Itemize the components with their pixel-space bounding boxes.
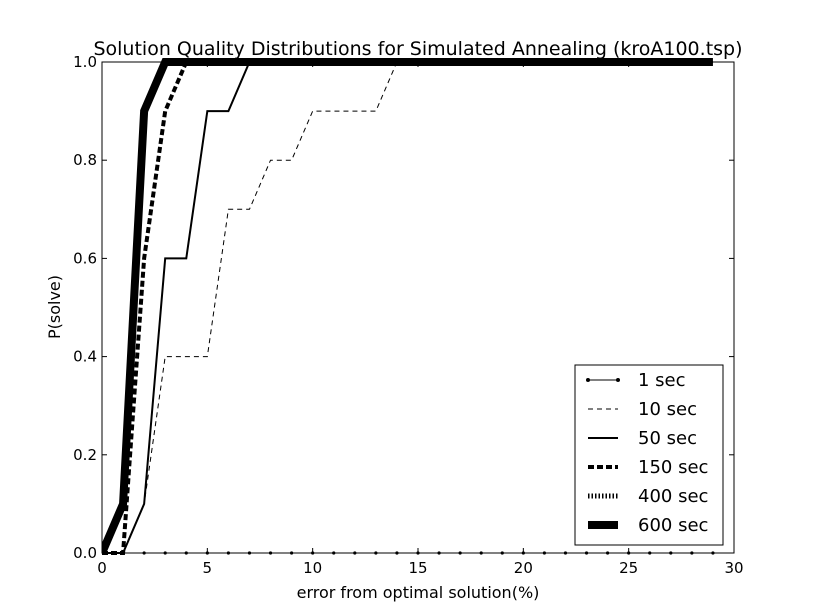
x-tick-label: 20 — [514, 559, 533, 577]
legend: 1 sec 10 sec 50 sec 150 sec 400 sec 600 sec — [574, 364, 724, 546]
legend-marker — [616, 378, 620, 382]
x-tick-label: 10 — [303, 559, 322, 577]
series-line-2 — [102, 61, 713, 554]
legend-label: 400 sec — [638, 486, 708, 507]
x-tick-label: 0 — [97, 559, 107, 577]
y-tick-label: 0.2 — [73, 446, 97, 464]
legend-label: 150 sec — [638, 457, 708, 478]
legend-marker — [586, 378, 590, 382]
x-axis-label: error from optimal solution(%) — [297, 583, 540, 602]
y-tick-label: 0.4 — [73, 348, 97, 366]
legend-label: 50 sec — [638, 428, 697, 449]
ticks-layer: 0 5 10 15 20 25 30 0.0 0.2 0.4 0.6 0.8 1.0 — [73, 53, 743, 577]
y-axis-label: P(solve) — [45, 275, 64, 339]
y-tick-label: 0.8 — [73, 151, 97, 169]
x-tick-label: 30 — [724, 559, 743, 577]
series-line-1 — [102, 61, 713, 554]
y-tick-label: 0.0 — [73, 544, 97, 562]
x-tick-label: 5 — [203, 559, 213, 577]
chart-title: Solution Quality Distributions for Simul… — [93, 38, 742, 60]
y-tick-label: 1.0 — [73, 53, 97, 71]
x-tick-label: 25 — [619, 559, 638, 577]
x-tick-label: 15 — [408, 559, 427, 577]
legend-label: 1 sec — [638, 370, 686, 391]
y-tick-label: 0.6 — [73, 249, 97, 267]
legend-label: 10 sec — [638, 399, 697, 420]
legend-box — [574, 364, 724, 546]
legend-label: 600 sec — [638, 515, 708, 536]
